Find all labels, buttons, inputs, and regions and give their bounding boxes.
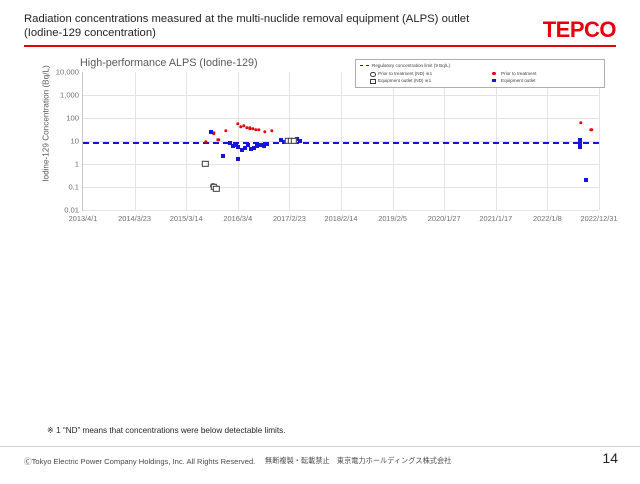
legend-limit-line-icon bbox=[360, 65, 369, 67]
chart-title: High-performance ALPS (Iodine-129) bbox=[80, 57, 258, 69]
data-point bbox=[239, 124, 243, 129]
data-point bbox=[221, 154, 226, 159]
open-circle-icon bbox=[370, 71, 376, 78]
x-axis-tick: 2021/1/17 bbox=[479, 214, 513, 223]
grid-line-vertical bbox=[599, 72, 600, 210]
data-point bbox=[261, 143, 266, 148]
data-point bbox=[208, 129, 213, 134]
page-title: Radiation concentrations measured at the… bbox=[24, 13, 504, 40]
grid-line-vertical bbox=[341, 72, 342, 210]
x-axis-tick: 2022/12/31 bbox=[580, 214, 618, 223]
data-point bbox=[245, 125, 249, 130]
data-point bbox=[252, 145, 257, 150]
slide-header: Radiation concentrations measured at the… bbox=[0, 0, 640, 48]
chart-legend: Regulatory concentration limit (9 Bq/L) … bbox=[355, 59, 605, 88]
data-point bbox=[242, 124, 246, 128]
x-axis-tick: 2017/2/23 bbox=[272, 214, 306, 223]
data-point bbox=[212, 185, 220, 192]
x-axis-tick: 2022/1/8 bbox=[533, 214, 562, 223]
x-axis-tick: 2016/3/4 bbox=[223, 214, 253, 223]
data-point bbox=[255, 144, 260, 149]
plot-area: 10,000 1,000 100 10 1 0.1 0.01 2013/4/1 2014/3/2… bbox=[56, 68, 618, 224]
data-point bbox=[589, 128, 593, 132]
data-point bbox=[227, 141, 232, 146]
x-axis-tick: 2014/3/23 bbox=[118, 214, 152, 223]
y-axis-tick: 10,000 bbox=[55, 67, 79, 77]
y-axis-tick: 10 bbox=[70, 136, 79, 146]
legend-limit-label: Regulatory concentration limit (9 Bq/L) bbox=[372, 62, 451, 68]
data-point bbox=[282, 140, 287, 145]
grid-line-vertical bbox=[495, 72, 497, 210]
data-point bbox=[235, 144, 240, 149]
filled-circle-icon bbox=[492, 71, 496, 76]
grid-line-vertical bbox=[186, 72, 188, 210]
legend-nd-prior-label: Prior to treatment (ND) ※1 bbox=[378, 71, 433, 77]
legend-outlet-label: Equipment outlet bbox=[501, 78, 536, 84]
footer-copyright: ⒸTokyo Electric Power Company Holdings, … bbox=[24, 457, 256, 466]
data-point bbox=[204, 139, 208, 144]
data-point bbox=[251, 127, 255, 131]
data-point bbox=[236, 122, 240, 126]
data-point bbox=[235, 157, 240, 162]
grid-line-vertical bbox=[134, 72, 136, 210]
data-point bbox=[577, 144, 582, 149]
data-point bbox=[202, 160, 209, 168]
page-title-line2: (Iodine-129 concentration) bbox=[24, 26, 156, 39]
data-point bbox=[297, 139, 302, 143]
chart-container: High-performance ALPS (Iodine-129) Iodin… bbox=[22, 57, 618, 232]
grid-line-vertical bbox=[237, 72, 239, 210]
filled-square-icon bbox=[492, 78, 496, 83]
grid-line-vertical bbox=[392, 72, 394, 210]
y-axis-tick: 0.1 bbox=[68, 182, 79, 192]
data-point bbox=[279, 138, 284, 143]
data-point bbox=[579, 121, 583, 125]
data-point bbox=[246, 143, 251, 148]
data-point bbox=[258, 142, 263, 147]
x-axis-tick: 2018/2/14 bbox=[324, 214, 358, 223]
data-point bbox=[211, 131, 216, 135]
grid-line-vertical bbox=[547, 72, 549, 210]
data-point bbox=[233, 142, 238, 147]
grid-line-horizontal bbox=[83, 210, 599, 211]
legend-nd-outlet-label: Equipment outlet (ND) ※1 bbox=[378, 78, 432, 84]
x-axis-tick: 2015/3/14 bbox=[169, 214, 203, 223]
data-point bbox=[257, 128, 261, 132]
data-point bbox=[264, 141, 269, 146]
data-point bbox=[577, 138, 582, 143]
data-point bbox=[249, 146, 254, 151]
data-point bbox=[216, 138, 220, 142]
regulatory-limit-line bbox=[83, 142, 599, 145]
tepco-logo: TEPCO bbox=[542, 17, 617, 42]
data-point bbox=[270, 129, 274, 133]
data-point bbox=[224, 129, 228, 133]
y-axis-tick: 100 bbox=[66, 113, 79, 123]
data-point bbox=[247, 126, 252, 130]
open-square-icon bbox=[370, 78, 376, 85]
y-axis-tick: 1 bbox=[74, 159, 79, 169]
data-point bbox=[254, 127, 258, 132]
y-axis-label: Iodine-129 Concentration (Bq/L) bbox=[41, 65, 51, 182]
data-point bbox=[262, 130, 267, 134]
data-point bbox=[239, 147, 244, 152]
data-point bbox=[577, 141, 582, 146]
footnote: ※ 1 “ND” means that concentrations were … bbox=[47, 426, 286, 435]
data-point bbox=[290, 137, 298, 145]
legend-prior-label: Prior to treatment bbox=[501, 71, 537, 77]
footer-japanese: 無断複製・転載禁止 東京電力ホールディングス株式会社 bbox=[265, 456, 452, 465]
y-axis-tick: 1,000 bbox=[59, 90, 79, 100]
data-point bbox=[243, 145, 248, 150]
data-point bbox=[230, 144, 235, 149]
header-divider bbox=[24, 45, 616, 48]
x-axis-tick: 2020/1/27 bbox=[427, 214, 461, 223]
x-axis-tick: 2013/4/1 bbox=[68, 214, 98, 223]
y-axis-tick: 0.01 bbox=[64, 205, 79, 215]
data-point bbox=[584, 178, 589, 183]
page-title-line1: Radiation concentrations measured at the… bbox=[24, 13, 470, 25]
page-number: 14 bbox=[602, 450, 618, 466]
footer-divider bbox=[0, 446, 640, 447]
grid-line-vertical bbox=[444, 72, 446, 210]
x-axis-tick: 2019/2/5 bbox=[378, 214, 407, 223]
